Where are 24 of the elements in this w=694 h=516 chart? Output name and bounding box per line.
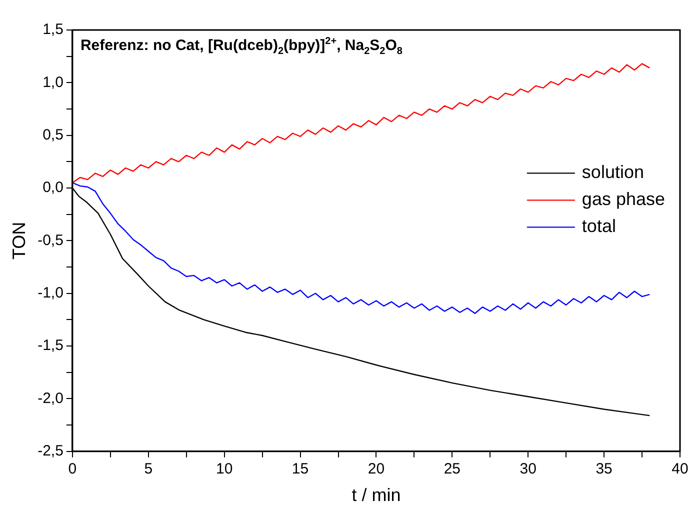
x-tick-label: 25 [444, 460, 461, 478]
x-tick-label: 0 [68, 460, 77, 478]
legend-label: gas phase [582, 189, 666, 210]
x-tick-label: 10 [216, 460, 233, 478]
y-tick-label: -0,5 [38, 232, 64, 249]
x-tick-label: 35 [596, 460, 612, 478]
y-tick-label: 1,5 [42, 21, 64, 38]
y-tick-label: -1,0 [38, 284, 64, 302]
x-tick-label: 40 [672, 460, 688, 478]
y-tick-label: 1,0 [42, 74, 64, 91]
x-tick-label: 15 [292, 460, 309, 478]
legend-label: total [582, 216, 616, 236]
x-tick-label: 30 [520, 460, 536, 478]
y-tick-label: -1,5 [38, 337, 64, 354]
x-axis-title: t / min [352, 485, 401, 506]
y-tick-label: 0,5 [42, 126, 64, 144]
y-tick-label: 0,0 [42, 179, 64, 196]
x-tick-label: 20 [368, 460, 385, 478]
text: Referenz: no Cat, [Ru(dceb)$_{2}$(bpy)]$^{2+}$, Na$_{2}$S$_{2}$O$_{8}$ [80, 36, 402, 57]
y-tick-label: -2,5 [38, 442, 64, 460]
legend-label: solution [582, 162, 644, 182]
y-axis-title: TON [8, 222, 29, 260]
x-tick-label: 5 [144, 460, 153, 478]
y-tick-label: -2,0 [38, 390, 64, 407]
